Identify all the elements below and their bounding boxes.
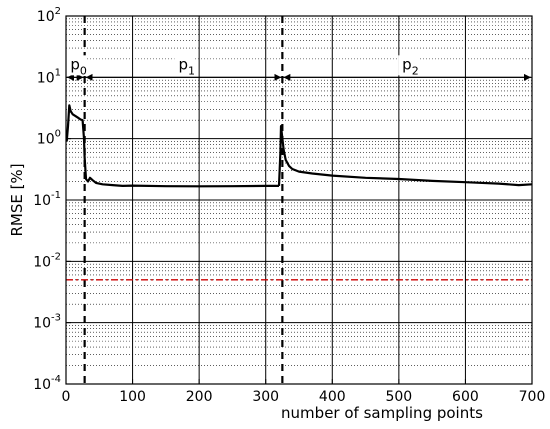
y-tick-exponent: 0: [55, 129, 61, 140]
x-tick-label: 300: [252, 389, 279, 405]
y-tick-exponent: -2: [51, 251, 61, 262]
y-tick-exponent: -1: [51, 190, 61, 201]
x-tick-label: 500: [385, 389, 412, 405]
grid: [65, 15, 533, 385]
y-tick-base: 10: [33, 316, 51, 332]
phase-annotations: p0 p1 p2: [66, 16, 531, 384]
rmse-series-1: [65, 104, 279, 188]
x-tick-label: 700: [519, 389, 546, 405]
y-axis-label: RMSE [%]: [8, 163, 26, 236]
phase-label-background: [174, 55, 195, 76]
series-group: [65, 104, 533, 281]
y-tick-exponent: -4: [51, 374, 61, 385]
y-tick-base: 10: [37, 9, 55, 25]
x-tick-label: 0: [62, 389, 71, 405]
phase-label-base: p: [402, 55, 412, 73]
y-tick-label: 10-2: [33, 251, 61, 270]
y-tick-label: 100: [37, 129, 61, 148]
x-tick-label: 400: [319, 389, 346, 405]
y-tick-label: 10-4: [33, 374, 61, 393]
y-tick-label: 102: [37, 6, 61, 25]
y-tick-label: 101: [37, 67, 61, 86]
x-axis-label: number of sampling points: [281, 404, 483, 422]
x-tick-label: 600: [452, 389, 479, 405]
phase-label-p2: p2: [402, 55, 419, 77]
y-tick-base: 10: [37, 70, 55, 86]
phase-label-background: [66, 55, 87, 76]
phase-label-p0: p0: [70, 55, 87, 77]
axes: 0 100 200 300 400 500 600 70010-410-310-210-110…: [33, 6, 545, 405]
phase-label-base: p: [70, 55, 80, 73]
phase-label-subscript: 2: [412, 64, 419, 77]
y-tick-base: 10: [33, 193, 51, 209]
x-tick-label: 100: [119, 389, 146, 405]
y-tick-exponent: 2: [55, 6, 61, 17]
phase-label-background: [398, 55, 419, 76]
y-tick-label: 10-1: [33, 190, 61, 209]
phase-label-p1: p1: [178, 55, 195, 77]
y-tick-base: 10: [33, 377, 51, 393]
y-tick-base: 10: [37, 132, 55, 148]
rmse-series-2: [277, 124, 533, 187]
phase-label-base: p: [178, 55, 188, 73]
x-tick-label: 200: [186, 389, 213, 405]
y-tick-base: 10: [33, 254, 51, 270]
y-tick-label: 10-3: [33, 313, 61, 332]
phase-label-subscript: 1: [188, 64, 195, 77]
y-tick-exponent: 1: [55, 67, 61, 78]
phase-label-subscript: 0: [80, 64, 87, 77]
y-tick-exponent: -3: [51, 313, 61, 324]
